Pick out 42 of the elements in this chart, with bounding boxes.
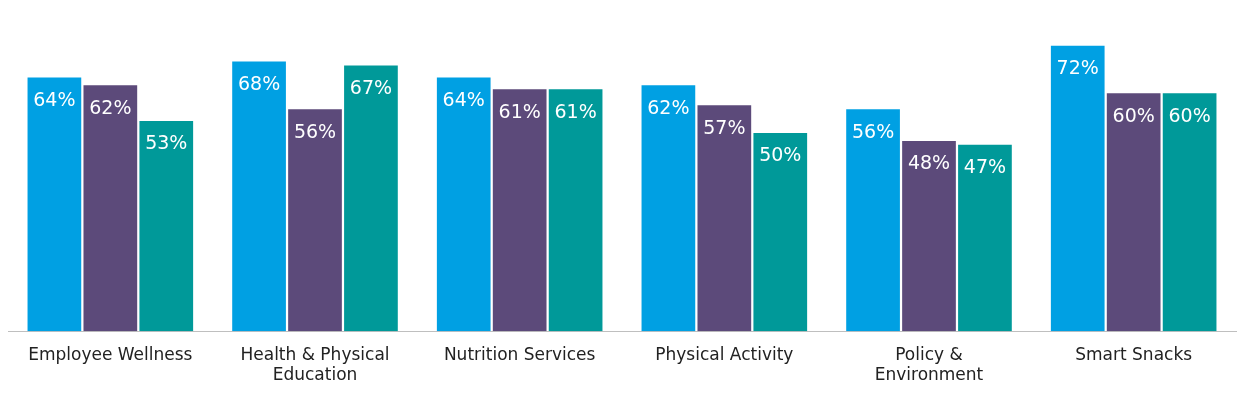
data-label: 62% bbox=[89, 95, 132, 118]
bar bbox=[83, 85, 138, 332]
bar bbox=[232, 61, 286, 332]
bar bbox=[753, 132, 808, 332]
data-label: 64% bbox=[442, 87, 485, 110]
bar bbox=[1162, 93, 1217, 332]
data-label: 57% bbox=[703, 115, 746, 138]
data-label: 50% bbox=[759, 143, 802, 166]
data-label: 67% bbox=[349, 75, 393, 98]
bar bbox=[548, 89, 603, 332]
bar bbox=[288, 109, 342, 332]
data-label: 56% bbox=[293, 119, 337, 142]
bar bbox=[492, 89, 547, 332]
bar bbox=[344, 65, 398, 332]
data-label: 61% bbox=[554, 99, 597, 122]
x-tick-label: Health & Physical Education bbox=[240, 343, 390, 385]
x-tick-label: Policy & Environment bbox=[874, 343, 984, 385]
x-tick-label: Physical Activity bbox=[655, 343, 794, 364]
bar bbox=[958, 144, 1012, 332]
x-tick-label: Nutrition Services bbox=[443, 343, 596, 364]
bar bbox=[641, 85, 696, 332]
data-label: 47% bbox=[963, 155, 1007, 178]
bar bbox=[902, 140, 956, 332]
data-label: 64% bbox=[33, 87, 76, 110]
bar bbox=[697, 105, 752, 332]
data-label: 72% bbox=[1056, 56, 1099, 79]
x-tick-label: Smart Snacks bbox=[1075, 343, 1193, 364]
data-label: 68% bbox=[237, 72, 281, 95]
bar bbox=[846, 109, 900, 332]
data-label: 56% bbox=[851, 119, 895, 142]
data-label: 61% bbox=[498, 99, 541, 122]
bar bbox=[27, 77, 82, 332]
data-label: 60% bbox=[1168, 103, 1211, 126]
bar bbox=[1050, 45, 1105, 332]
data-label: 53% bbox=[145, 131, 188, 154]
data-label: 60% bbox=[1112, 103, 1155, 126]
bar bbox=[436, 77, 491, 332]
bar bbox=[139, 121, 194, 332]
data-label: 62% bbox=[647, 95, 690, 118]
data-label: 48% bbox=[907, 151, 951, 174]
x-tick-label: Employee Wellness bbox=[28, 343, 193, 364]
bar bbox=[1106, 93, 1161, 332]
